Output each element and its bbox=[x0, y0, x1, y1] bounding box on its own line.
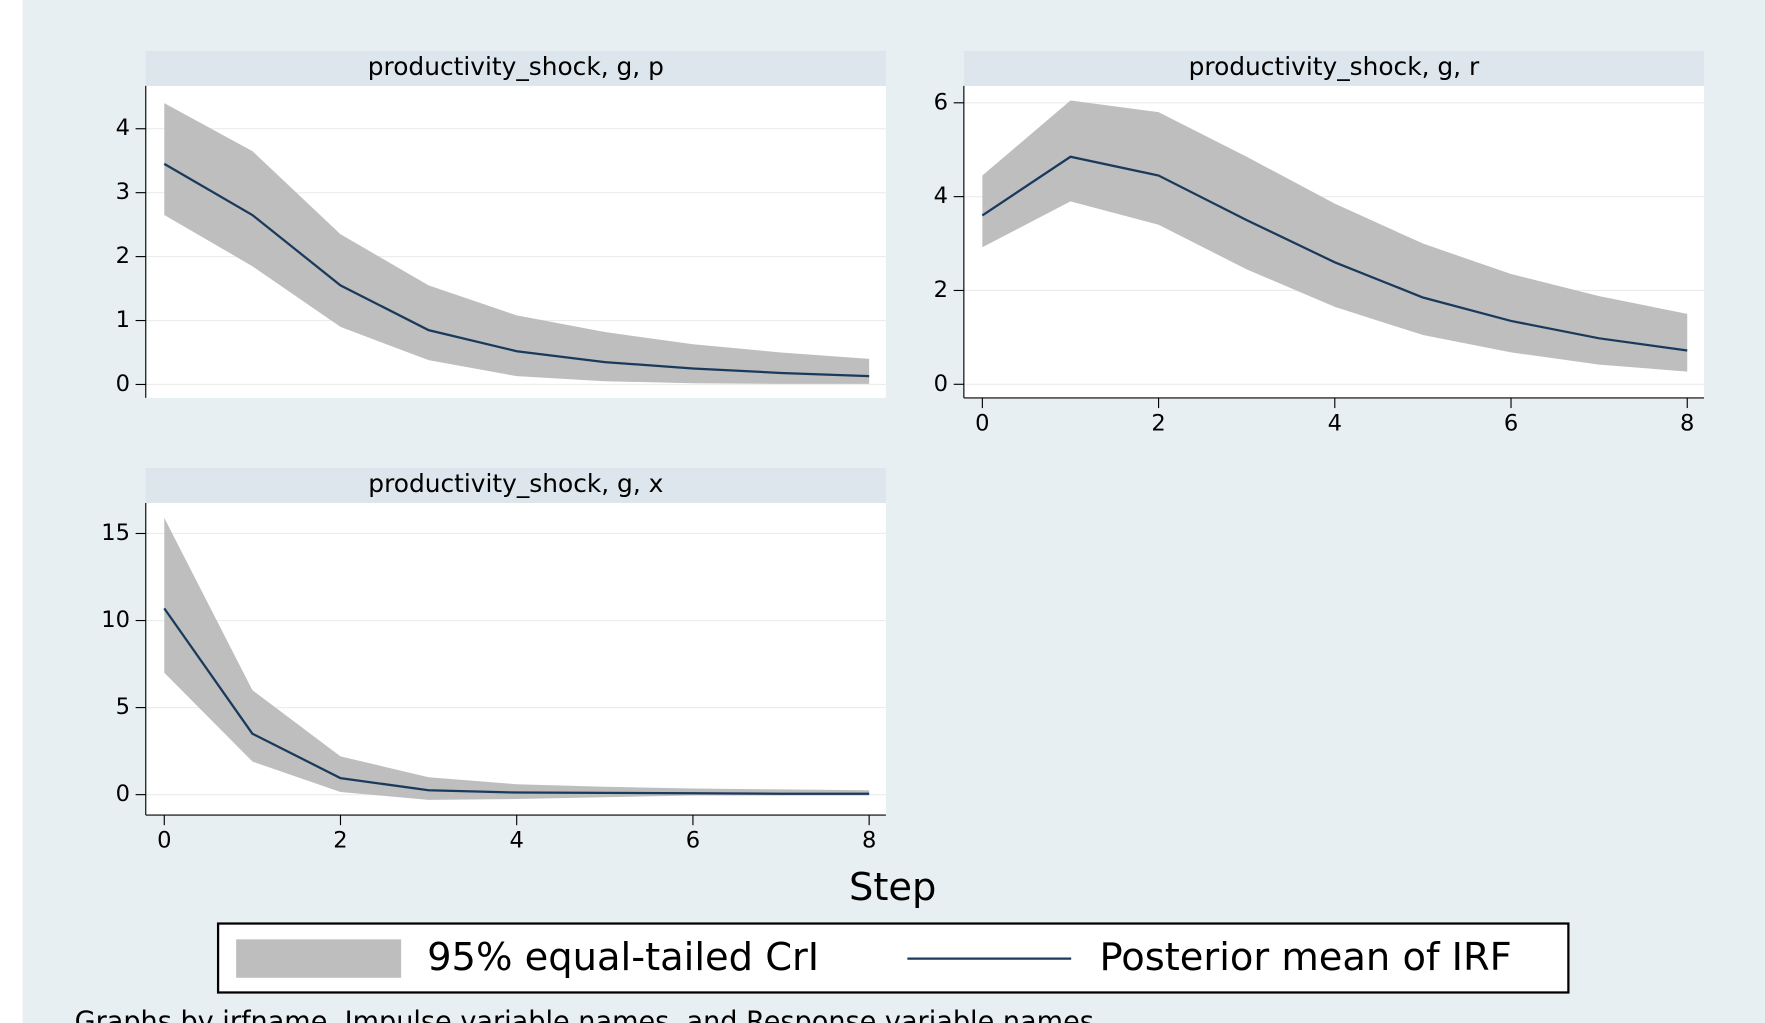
y-tick-label: 3 bbox=[116, 179, 130, 205]
legend bbox=[216, 922, 1570, 994]
x-tick-label: 0 bbox=[975, 410, 989, 436]
y-tick-label: 4 bbox=[116, 115, 130, 141]
y-tick-label: 4 bbox=[934, 183, 948, 209]
credible-band bbox=[164, 103, 870, 384]
y-tick-label: 5 bbox=[116, 694, 130, 720]
legend-label: 95% equal-tailed CrI bbox=[427, 935, 819, 980]
panel-title: productivity_shock, g, p bbox=[368, 52, 664, 81]
title-strip bbox=[145, 50, 886, 86]
x-tick-label: 4 bbox=[510, 828, 524, 854]
y-tick-label: 2 bbox=[116, 243, 130, 269]
panel-title: productivity_shock, g, r bbox=[1189, 52, 1480, 81]
title-strip bbox=[145, 467, 886, 504]
panel-title: productivity_shock, g, x bbox=[368, 469, 663, 498]
x-tick-label: 2 bbox=[333, 828, 347, 854]
x-tick-label: 4 bbox=[1328, 410, 1342, 436]
x-tick-label: 6 bbox=[1504, 410, 1518, 436]
y-tick-label: 6 bbox=[934, 89, 948, 115]
mean-line bbox=[981, 155, 1688, 352]
credible-band bbox=[982, 100, 1688, 372]
mean-line bbox=[163, 607, 870, 795]
x-tick-label: 8 bbox=[1680, 410, 1694, 436]
y-tick-label: 0 bbox=[934, 371, 948, 397]
x-tick-label: 2 bbox=[1151, 410, 1165, 436]
x-tick-label: 8 bbox=[862, 828, 876, 854]
y-tick-label: 1 bbox=[116, 307, 130, 333]
y-tick-label: 0 bbox=[116, 371, 130, 397]
note: Graphs by irfname, Impulse variable name… bbox=[75, 1006, 1094, 1023]
title-strip bbox=[963, 50, 1704, 86]
x-tick-label: 0 bbox=[157, 828, 171, 854]
y-tick-label: 15 bbox=[101, 520, 130, 546]
y-tick-label: 2 bbox=[934, 277, 948, 303]
legend-swatch bbox=[236, 939, 402, 978]
y-tick-label: 10 bbox=[101, 607, 130, 633]
x-axis-label: Step bbox=[849, 865, 936, 910]
plot-area bbox=[145, 503, 886, 816]
mean-line bbox=[163, 162, 870, 378]
y-tick-label: 0 bbox=[116, 781, 130, 807]
x-tick-label: 6 bbox=[686, 828, 700, 854]
legend-label: Posterior mean of IRF bbox=[1099, 935, 1511, 980]
